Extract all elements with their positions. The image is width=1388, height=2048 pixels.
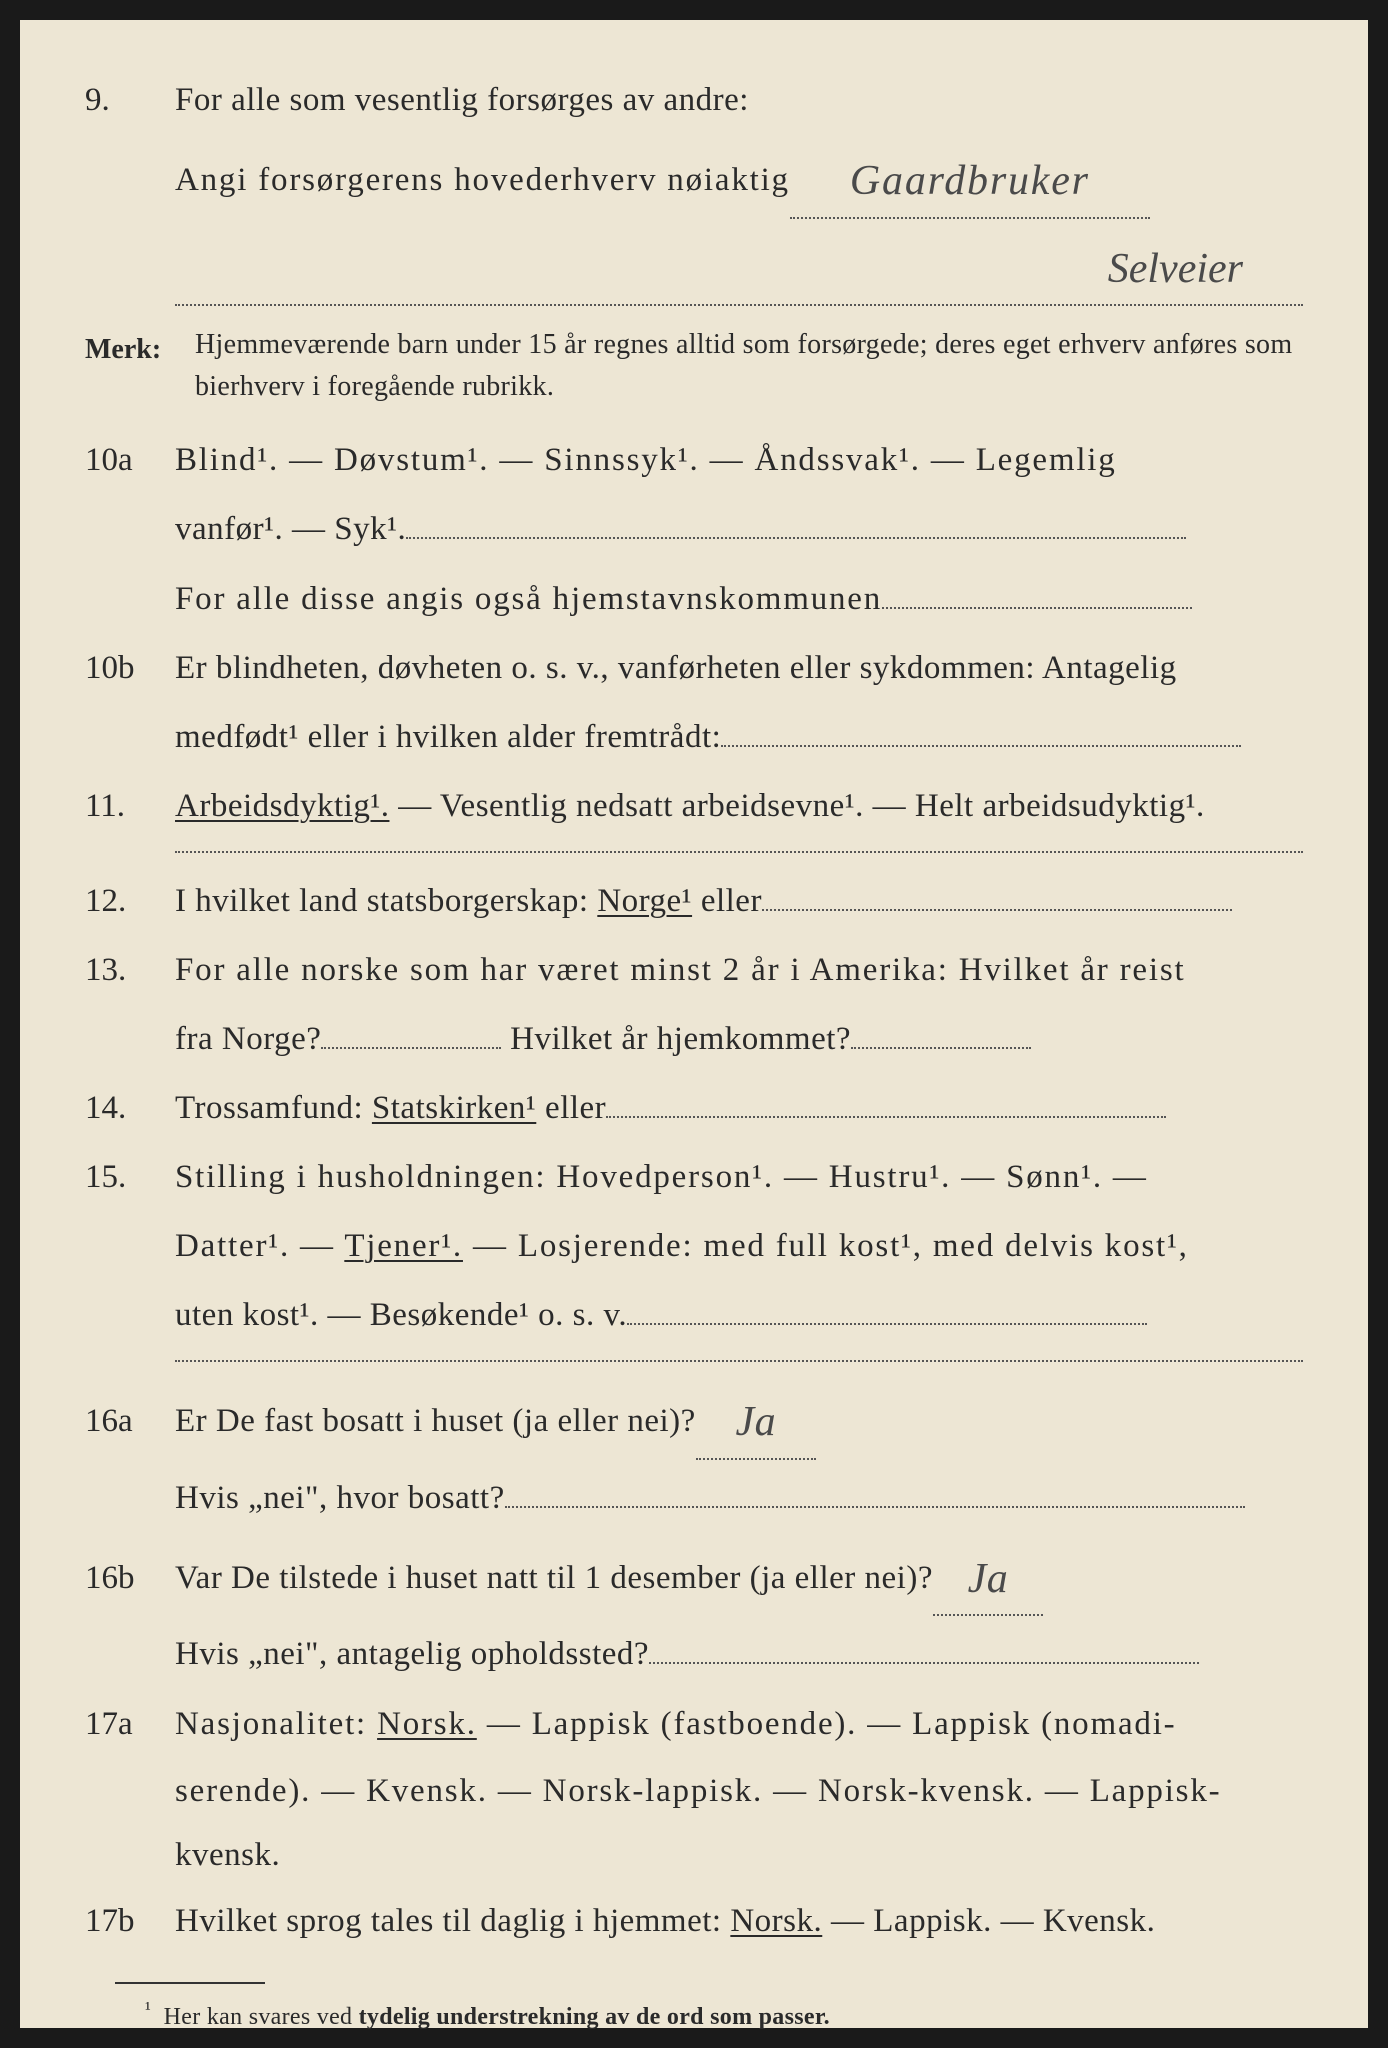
q10b: 10b Er blindheten, døvheten o. s. v., va…	[85, 638, 1303, 699]
q17a-text-a: Nasjonalitet:	[175, 1706, 377, 1742]
footnote-marker: ¹	[145, 1999, 151, 2020]
q14-number: 14.	[85, 1078, 175, 1139]
q9-line3: Selveier	[175, 227, 1303, 307]
q16a: 16a Er De fast bosatt i huset (ja eller …	[85, 1380, 1303, 1460]
q15-number: 15.	[85, 1147, 175, 1208]
q9-line2: Angi forsørgerens hovederhverv nøiaktigG…	[85, 139, 1303, 219]
q15-line2a: Datter¹. —	[175, 1228, 344, 1264]
q10a-number: 10a	[85, 430, 175, 491]
q17a-text-b: — Lappisk (fastboende). — Lappisk (nomad…	[477, 1706, 1177, 1742]
q13-line1: For alle norske som har været minst 2 år…	[175, 940, 1303, 1001]
q17b-text-a: Hvilket sprog tales til daglig i hjemmet…	[175, 1903, 730, 1939]
q17a-line3: kvensk.	[85, 1827, 1303, 1883]
q16b: 16b Var De tilstede i huset natt til 1 d…	[85, 1537, 1303, 1617]
q16b-line2: Hvis „nei", antagelig opholdssted?	[85, 1624, 1303, 1685]
q15-blank[interactable]	[627, 1292, 1147, 1325]
q10a-line2-text: vanfør¹. — Syk¹.	[175, 511, 406, 547]
footnote-text: Her kan svares ved tydelig understreknin…	[164, 2004, 830, 2030]
q10b-line2: medfødt¹ eller i hvilken alder fremtrådt…	[85, 707, 1303, 768]
q15-line3: uten kost¹. — Besøkende¹ o. s. v.	[85, 1285, 1303, 1346]
q17a-line2-text: serende). — Kvensk. — Norsk-lappisk. — N…	[175, 1763, 1303, 1819]
q15-opt[interactable]: Tjener¹.	[344, 1228, 463, 1264]
q17a-line3-text: kvensk.	[175, 1827, 1303, 1883]
q14-text-b: eller	[536, 1090, 606, 1126]
q13-blank1[interactable]	[321, 1016, 501, 1049]
q14: 14. Trossamfund: Statskirken¹ eller	[85, 1078, 1303, 1139]
q9-answer2[interactable]: Selveier	[175, 227, 1303, 307]
q17a-opt[interactable]: Norsk.	[377, 1706, 477, 1742]
q12-blank[interactable]	[762, 878, 1232, 911]
q17b-text-b: — Lappisk. — Kvensk.	[822, 1903, 1155, 1939]
q17b: 17b Hvilket sprog tales til daglig i hje…	[85, 1891, 1303, 1952]
q16b-answer[interactable]: Ja	[933, 1537, 1043, 1617]
q16a-question: Er De fast bosatt i huset (ja eller nei)…	[175, 1403, 696, 1439]
q16b-question: Var De tilstede i huset natt til 1 desem…	[175, 1560, 933, 1596]
q15-line3-text: uten kost¹. — Besøkende¹ o. s. v.	[175, 1297, 627, 1333]
q11: 11. Arbeidsdyktig¹. — Vesentlig nedsatt …	[85, 776, 1303, 837]
q9-line1: For alle som vesentlig forsørges av andr…	[175, 70, 1303, 131]
q10a-blank1[interactable]	[406, 506, 1186, 539]
footnote: ¹ Her kan svares ved tydelig understrekn…	[145, 1992, 1303, 2039]
q9-prompt: Angi forsørgerens hovederhverv nøiaktig	[175, 162, 790, 198]
q9-number: 9.	[85, 70, 175, 131]
q17a-number: 17a	[85, 1694, 175, 1755]
q10a-line3: For alle disse angis også hjemstavnskomm…	[85, 569, 1303, 630]
q14-opt[interactable]: Statskirken¹	[372, 1090, 536, 1126]
q10b-line2-text: medfødt¹ eller i hvilken alder fremtrådt…	[175, 719, 721, 755]
merk-label: Merk:	[85, 324, 195, 408]
q13-blank2[interactable]	[851, 1016, 1031, 1049]
q17b-number: 17b	[85, 1891, 175, 1952]
q13-line2b: Hvilket år hjemkommet?	[510, 1021, 851, 1057]
q9: 9. For alle som vesentlig forsørges av a…	[85, 70, 1303, 131]
q16a-blank[interactable]	[505, 1475, 1245, 1508]
q10a-line3-text: For alle disse angis også hjemstavnskomm…	[175, 581, 882, 617]
q11-rest: — Vesentlig nedsatt arbeidsevne¹. — Helt…	[389, 788, 1204, 824]
q13: 13. For alle norske som har været minst …	[85, 940, 1303, 1001]
q13-number: 13.	[85, 940, 175, 1001]
q12-opt[interactable]: Norge¹	[597, 883, 692, 919]
census-form-page: 9. For alle som vesentlig forsørges av a…	[20, 20, 1368, 2028]
footnote-rule	[115, 1982, 265, 1984]
q9-answer1[interactable]: Gaardbruker	[790, 139, 1150, 219]
q16b-number: 16b	[85, 1548, 175, 1609]
q12-number: 12.	[85, 871, 175, 932]
q10b-line1: Er blindheten, døvheten o. s. v., vanfør…	[175, 638, 1303, 699]
q16a-line2-text: Hvis „nei", hvor bosatt?	[175, 1480, 505, 1516]
q13-line2: fra Norge? Hvilket år hjemkommet?	[85, 1009, 1303, 1070]
q10b-number: 10b	[85, 638, 175, 699]
q16a-answer[interactable]: Ja	[696, 1380, 816, 1460]
q11-number: 11.	[85, 776, 175, 837]
q16a-line2: Hvis „nei", hvor bosatt?	[85, 1468, 1303, 1529]
q17a: 17a Nasjonalitet: Norsk. — Lappisk (fast…	[85, 1694, 1303, 1755]
q10a: 10a Blind¹. — Døvstum¹. — Sinnssyk¹. — Å…	[85, 430, 1303, 491]
q16b-blank[interactable]	[649, 1631, 1199, 1664]
q16b-line2-text: Hvis „nei", antagelig opholdssted?	[175, 1636, 649, 1672]
q15-line2b: — Losjerende: med full kost¹, med delvis…	[463, 1228, 1189, 1264]
merk-note: Merk: Hjemmeværende barn under 15 år reg…	[85, 324, 1303, 408]
q14-blank[interactable]	[606, 1085, 1166, 1118]
q11-opt1[interactable]: Arbeidsdyktig¹.	[175, 788, 389, 824]
q17a-line2: serende). — Kvensk. — Norsk-lappisk. — N…	[85, 1763, 1303, 1819]
q10a-terms: Blind¹. — Døvstum¹. — Sinnssyk¹. — Åndss…	[175, 430, 1303, 491]
q12-text-b: eller	[692, 883, 762, 919]
q10a-blank2[interactable]	[882, 576, 1192, 609]
q15-line1: Stilling i husholdningen: Hovedperson¹. …	[175, 1147, 1303, 1208]
q16a-number: 16a	[85, 1391, 175, 1452]
q14-text-a: Trossamfund:	[175, 1090, 372, 1126]
merk-text: Hjemmeværende barn under 15 år regnes al…	[195, 324, 1303, 408]
divider-2	[175, 1360, 1303, 1362]
q17b-opt[interactable]: Norsk.	[730, 1903, 822, 1939]
q10b-blank[interactable]	[721, 714, 1241, 747]
q10a-line2: vanfør¹. — Syk¹.	[85, 499, 1303, 560]
q15: 15. Stilling i husholdningen: Hovedperso…	[85, 1147, 1303, 1208]
q15-line2: Datter¹. — Tjener¹. — Losjerende: med fu…	[85, 1216, 1303, 1277]
q12-text-a: I hvilket land statsborgerskap:	[175, 883, 597, 919]
divider-1	[175, 851, 1303, 853]
q13-line2a: fra Norge?	[175, 1021, 321, 1057]
q12: 12. I hvilket land statsborgerskap: Norg…	[85, 871, 1303, 932]
